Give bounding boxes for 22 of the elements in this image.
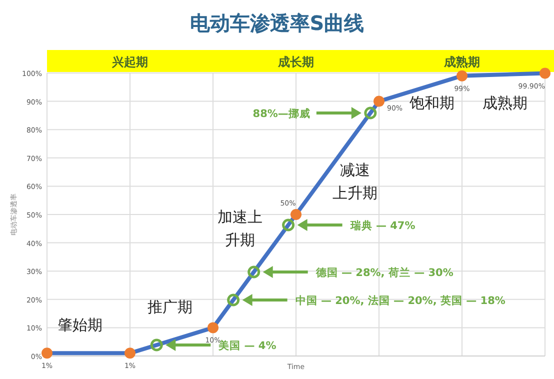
annotation: 成熟期	[482, 94, 528, 112]
point	[374, 96, 384, 107]
annotation: 中国 — 20%, 法国 — 20%, 英国 — 18%	[295, 294, 506, 307]
text: 成熟期	[443, 55, 480, 69]
annotation: 88%—挪威	[252, 107, 310, 120]
annotation: 肇始期	[58, 316, 102, 334]
annotation: 加速上升期	[218, 208, 262, 249]
text: 成长期	[277, 55, 314, 69]
annotation: 美国 — 4%	[218, 339, 277, 352]
annotation: 德国 — 28%, 荷兰 — 30%	[314, 266, 454, 279]
annotation: 减速上升期	[332, 161, 378, 202]
point	[540, 68, 550, 79]
point	[208, 322, 218, 334]
text: 兴起期	[111, 55, 148, 69]
point	[124, 348, 136, 359]
point	[42, 348, 52, 359]
point	[290, 209, 302, 220]
annotation: 饱和期	[408, 94, 454, 112]
annotation: 瑞典 — 47%	[349, 219, 416, 232]
chart-title: 电动车渗透率S曲线	[190, 11, 364, 35]
point	[456, 70, 468, 82]
annotation: 推广期	[148, 298, 192, 316]
